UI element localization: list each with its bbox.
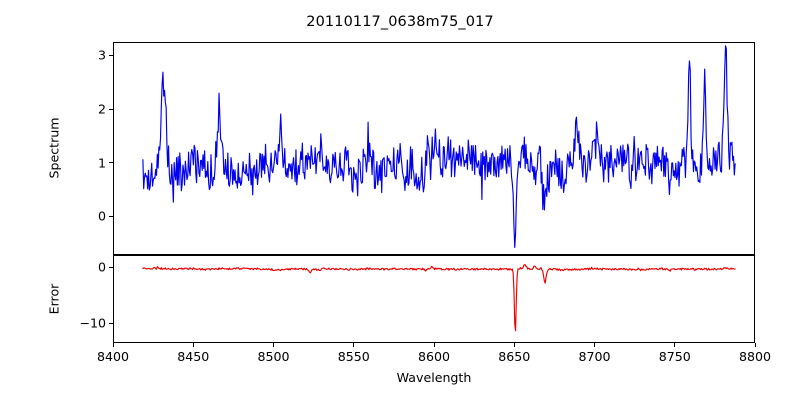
x-tick-mark (192, 343, 194, 347)
x-tick-label: 8600 (417, 349, 451, 364)
x-tick-mark (353, 343, 355, 347)
x-tick-label: 8750 (658, 349, 691, 364)
y-tick-label-spectrum: 1 (97, 155, 106, 171)
error-y-axis-label: Error (46, 283, 62, 315)
spectrum-plot-panel (113, 42, 755, 255)
x-tick-label: 8400 (96, 349, 130, 364)
y-tick-mark-spectrum (109, 54, 113, 57)
x-tick-mark (754, 343, 756, 347)
x-tick-label: 8500 (257, 349, 290, 364)
y-tick-label-spectrum: 2 (97, 101, 106, 117)
x-tick-label: 8650 (498, 349, 531, 364)
y-tick-label-spectrum: 3 (97, 47, 106, 63)
y-tick-label-error: −10 (79, 315, 106, 331)
x-tick-mark (513, 343, 515, 347)
x-tick-mark (112, 343, 114, 347)
y-tick-mark-spectrum (109, 108, 113, 110)
x-tick-mark (594, 343, 596, 347)
x-tick-mark (674, 343, 676, 347)
x-tick-label: 8450 (177, 349, 210, 364)
y-tick-label-error: 0 (97, 259, 106, 275)
y-tick-mark-error (109, 322, 113, 325)
error-plot-panel (113, 255, 755, 343)
y-tick-mark-error (109, 266, 113, 268)
y-tick-mark-spectrum (109, 215, 113, 217)
page-title: 20110117_0638m75_017 (306, 14, 494, 30)
x-tick-label: 8700 (578, 349, 611, 364)
x-tick-label: 8550 (337, 349, 370, 364)
spectrum-y-axis-label: Spectrum (46, 117, 62, 179)
y-tick-mark-spectrum (109, 162, 113, 164)
x-tick-label: 8800 (738, 349, 772, 364)
error-trace (142, 264, 736, 332)
y-tick-label-spectrum: 0 (97, 208, 106, 224)
x-tick-mark (273, 343, 275, 347)
x-axis-label: Wavelength (396, 370, 472, 385)
spectrum-trace (142, 45, 736, 249)
x-tick-mark (433, 343, 435, 347)
